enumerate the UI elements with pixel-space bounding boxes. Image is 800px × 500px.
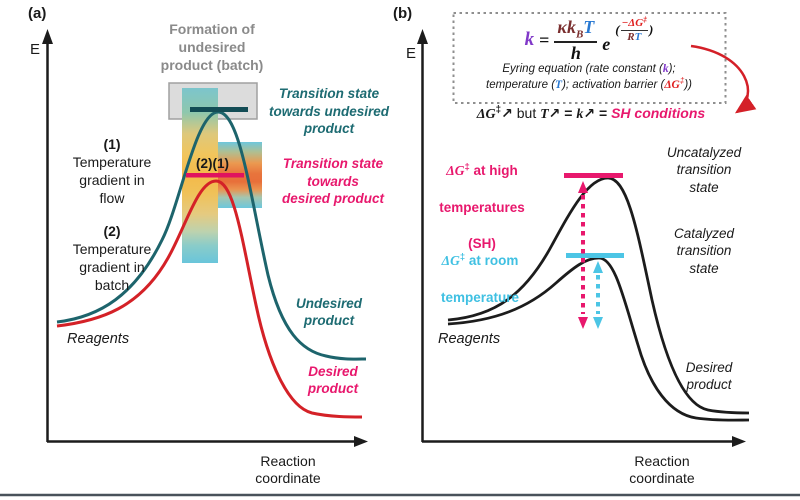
flow-number: (1): [103, 135, 121, 152]
activation-arrow-room-bottom: [593, 317, 603, 329]
caption2-mid: ); activation barrier (: [562, 79, 665, 91]
ts-bar-high-temp: [564, 173, 623, 178]
eyring-callout-arrow: [690, 44, 757, 114]
neg-activation-barrier: −ΔG: [621, 16, 644, 29]
catalyzed-ts-label: Catalyzed transition state: [673, 226, 735, 276]
caption2-ddag: ‡: [679, 76, 685, 86]
exponent-fraction: −ΔG‡ RT: [620, 14, 648, 43]
x-axis-arrow-b: [732, 436, 746, 447]
desired-product-label-b: Desired product: [685, 360, 733, 393]
catalyzed-curve: [447, 256, 750, 422]
temperature-gradient-batch-note: (2) Temperature gradient in batch: [60, 205, 164, 312]
cond-up1: ↗: [501, 106, 513, 122]
rate-constant-symbol: k: [524, 29, 535, 51]
dg-room-sym: ΔG: [441, 253, 460, 269]
dg-high-rest: at high: [469, 163, 518, 179]
transition-state-desired-label: Transition state towards desired product: [281, 156, 384, 207]
panel-b-label: (b): [393, 5, 413, 22]
y-axis-arrow-b: [417, 29, 428, 44]
temperature-symbol-num: T: [583, 17, 595, 37]
cond-eq2: =: [595, 105, 612, 121]
exp-open-paren: (: [615, 22, 620, 38]
flow-text: Temperature gradient in flow: [72, 153, 152, 206]
caption1-text: Eyring equation (rate constant (: [502, 63, 663, 75]
dg-room-rest: at room: [465, 253, 519, 269]
panel-a-label: (a): [28, 5, 47, 22]
dg-high-line2: temperatures: [439, 199, 525, 215]
exp-close-paren: ): [649, 22, 654, 38]
cond-k: k: [576, 107, 584, 122]
cond-up3: ↗: [583, 106, 596, 122]
reaction-coordinate-label-a: Reaction coordinate: [255, 453, 321, 486]
cond-dg: ΔG: [476, 107, 496, 122]
reaction-coordinate-label-b: Reaction coordinate: [629, 453, 695, 486]
caption2-dg: ΔG: [664, 79, 680, 91]
planck-symbol: h: [570, 42, 581, 63]
y-axis-arrow-a: [42, 29, 53, 44]
caption2-T: T: [555, 79, 563, 91]
ts-bar-undesired: [190, 107, 248, 112]
eyring-equation: k = κkBT h e ( −ΔG‡ RT ): [455, 14, 723, 63]
eyring-caption-line2: temperature (T); activation barrier (ΔG‡…: [450, 76, 728, 93]
ts-bar-room-temp: [566, 253, 624, 258]
equals-sign: =: [539, 29, 550, 50]
dg-high-ddag: ‡: [464, 161, 470, 173]
reagents-label-a: Reagents: [67, 331, 130, 347]
temperature-gradient-flow-note: (1) Temperature gradient in flow: [60, 118, 164, 225]
dg-high-sym: ΔG: [446, 163, 465, 179]
eyring-caption-line1: Eyring equation (rate constant (k);: [455, 62, 723, 77]
dg-room-temp-label: ΔG‡ at room temperature: [424, 234, 536, 325]
energy-axis-label-a: E: [30, 41, 41, 58]
peak-order-tags: (2)(1): [196, 156, 229, 171]
cond-up2: ↗: [548, 106, 561, 122]
undesired-product-label: Undesired product: [295, 296, 363, 329]
ts-bar-desired: [186, 173, 244, 178]
rate-condition-line: ΔG‡↗ but T↗ = k↗ = SH conditions: [445, 105, 737, 124]
energy-curve-undesired: [56, 110, 367, 361]
batch-text: Temperature gradient in batch: [72, 240, 152, 293]
kb-subscript: B: [575, 28, 584, 41]
uncatalyzed-curve: [447, 176, 750, 415]
cond-ddag: ‡: [495, 104, 502, 116]
caption2-text: temperature (: [486, 79, 556, 91]
exp-base: e: [602, 33, 611, 54]
kappa-kb: κk: [557, 17, 576, 37]
energy-axis-label-b: E: [406, 45, 417, 62]
activation-arrow-room-top: [593, 261, 603, 273]
uncatalyzed-ts-label: Uncatalyzed transition state: [666, 145, 742, 195]
activation-arrow-high-bottom: [578, 317, 588, 329]
dg-high-temp-label: ΔG‡ at high temperatures (SH): [426, 144, 538, 272]
caption1-k: k: [662, 63, 669, 75]
dg-high-line3: (SH): [468, 236, 496, 252]
temperature-symbol-den: T: [634, 30, 642, 43]
cond-T: T: [540, 107, 549, 122]
formation-note: Formation of undesired product (batch): [160, 21, 264, 73]
cond-eq1: =: [560, 105, 577, 121]
cond-conditions: conditions: [630, 105, 706, 121]
activation-arrow-high-top: [578, 181, 588, 193]
cond-but: but: [512, 105, 541, 121]
exponent: ( −ΔG‡ RT ): [615, 14, 654, 43]
gas-constant-symbol: R: [627, 30, 635, 43]
cond-sh: SH: [611, 105, 631, 121]
caption1-end: );: [668, 63, 676, 75]
transition-state-undesired-label: Transition state towards undesired produ…: [268, 86, 390, 137]
dg-room-ddag: ‡: [459, 251, 466, 263]
x-axis-arrow-a: [354, 436, 368, 447]
dg-room-line2: temperature: [440, 289, 520, 305]
ddagger: ‡: [643, 14, 647, 24]
reagents-label-b: Reagents: [438, 331, 501, 347]
eyring-equation-box-border: [452, 12, 727, 104]
batch-number: (2): [103, 222, 121, 239]
caption2-end: )): [684, 79, 692, 91]
desired-product-label-a: Desired product: [307, 364, 359, 397]
energy-curve-desired: [56, 179, 363, 419]
prefactor-fraction: κkBT h: [554, 17, 598, 63]
